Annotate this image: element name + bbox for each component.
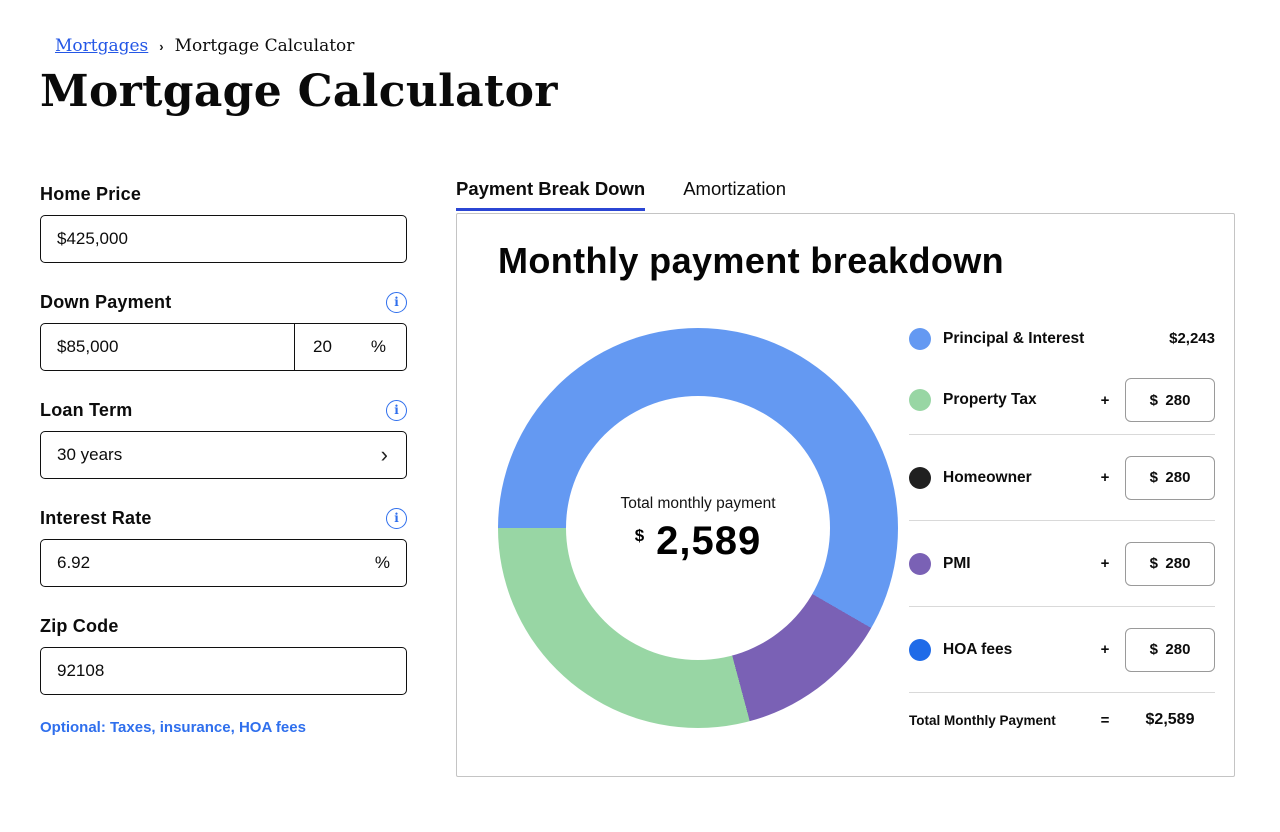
equals-operator: = <box>1100 711 1110 729</box>
loan-term-value: 30 years <box>57 445 123 464</box>
interest-rate-field[interactable]: % <box>40 539 407 587</box>
home-price-label: Home Price <box>40 183 142 204</box>
chevron-right-icon: › <box>380 442 388 467</box>
tabs: Payment Break Down Amortization <box>456 178 786 211</box>
donut-center: Total monthly payment $ 2,589 <box>498 328 898 728</box>
loan-term-select[interactable]: 30 years › <box>40 431 407 479</box>
zip-code-group: Zip Code <box>40 615 407 695</box>
down-payment-group: Down Payment % <box>40 291 407 371</box>
interest-percent-suffix: % <box>374 553 390 572</box>
legend-row-principal-interest: Principal & Interest $2,243 <box>909 311 1215 366</box>
zip-code-input[interactable] <box>41 661 406 681</box>
breadcrumb: Mortgages › Mortgage Calculator <box>55 36 354 56</box>
legend-label: PMI <box>943 554 971 572</box>
home-price-field[interactable] <box>40 215 407 263</box>
mortgage-form: Home Price Down Payment % Loan Term 30 y… <box>40 183 407 736</box>
breadcrumb-separator-icon: › <box>159 38 164 54</box>
tab-payment-breakdown[interactable]: Payment Break Down <box>456 178 646 211</box>
pmi-amount-box[interactable]: $ 280 <box>1125 541 1215 586</box>
interest-rate-input[interactable] <box>41 553 375 573</box>
legend-label: Homeowner <box>943 468 1032 486</box>
down-payment-amount-input[interactable] <box>41 337 294 357</box>
legend: Principal & Interest $2,243 Property Tax… <box>909 311 1215 747</box>
info-icon[interactable] <box>386 399 407 421</box>
card-title: Monthly payment breakdown <box>498 240 1005 281</box>
plus-operator: + <box>1100 391 1110 409</box>
home-price-group: Home Price <box>40 183 407 263</box>
down-payment-field: % <box>40 323 407 371</box>
legend-label: Property Tax <box>943 391 1037 408</box>
loan-term-group: Loan Term 30 years › <box>40 399 407 479</box>
home-price-input[interactable] <box>41 229 406 249</box>
down-payment-amount-section[interactable] <box>41 324 294 370</box>
total-monthly-payment-row: Total Monthly Payment = $2,589 <box>909 693 1215 747</box>
breadcrumb-current: Mortgage Calculator <box>174 36 355 56</box>
legend-row-homeowner: Homeowner + $ 280 <box>909 435 1215 521</box>
legend-row-property-tax: Property Tax + $ 280 <box>909 366 1215 435</box>
zip-code-field[interactable] <box>40 647 407 695</box>
legend-dot-principal-interest <box>909 327 931 350</box>
percent-suffix: % <box>370 337 386 356</box>
donut-chart <box>498 328 898 728</box>
homeowner-amount-box[interactable]: $ 280 <box>1125 455 1215 500</box>
down-payment-label: Down Payment <box>40 291 172 312</box>
plus-operator: + <box>1100 555 1110 572</box>
legend-dot-pmi <box>909 552 931 575</box>
total-monthly-amount: 2,589 <box>656 519 762 563</box>
property-tax-amount-box[interactable]: $ 280 <box>1125 378 1215 422</box>
interest-rate-group: Interest Rate % <box>40 507 407 587</box>
interest-rate-label: Interest Rate <box>40 507 152 528</box>
hoa-fees-amount-box[interactable]: $ 280 <box>1125 627 1215 672</box>
total-value: $2,589 <box>1145 711 1195 728</box>
payment-breakdown-card: Monthly payment breakdown Total monthly … <box>456 213 1235 777</box>
legend-dot-homeowner <box>909 466 931 489</box>
down-payment-percent-section[interactable]: % <box>294 324 406 370</box>
plus-operator: + <box>1100 469 1110 486</box>
legend-label: HOA fees <box>943 640 1013 658</box>
plus-operator: + <box>1100 641 1110 658</box>
info-icon[interactable] <box>386 507 407 529</box>
legend-label: Principal & Interest <box>943 329 1085 347</box>
breadcrumb-link-mortgages[interactable]: Mortgages <box>55 36 149 56</box>
tab-amortization[interactable]: Amortization <box>683 178 787 199</box>
legend-dot-property-tax <box>909 389 931 411</box>
currency-symbol: $ <box>634 526 645 545</box>
total-label: Total Monthly Payment <box>909 712 1056 728</box>
down-payment-percent-input[interactable] <box>295 337 339 357</box>
principal-interest-value: $2,243 <box>1169 330 1215 347</box>
donut-caption: Total monthly payment <box>620 495 776 512</box>
page-title: Mortgage Calculator <box>40 66 558 117</box>
info-icon[interactable] <box>386 291 407 313</box>
legend-dot-hoa-fees <box>909 638 931 661</box>
loan-term-label: Loan Term <box>40 399 133 420</box>
zip-code-label: Zip Code <box>40 615 119 636</box>
optional-fees-link[interactable]: Optional: Taxes, insurance, HOA fees <box>40 719 306 736</box>
legend-row-hoa-fees: HOA fees + $ 280 <box>909 607 1215 693</box>
legend-row-pmi: PMI + $ 280 <box>909 521 1215 607</box>
